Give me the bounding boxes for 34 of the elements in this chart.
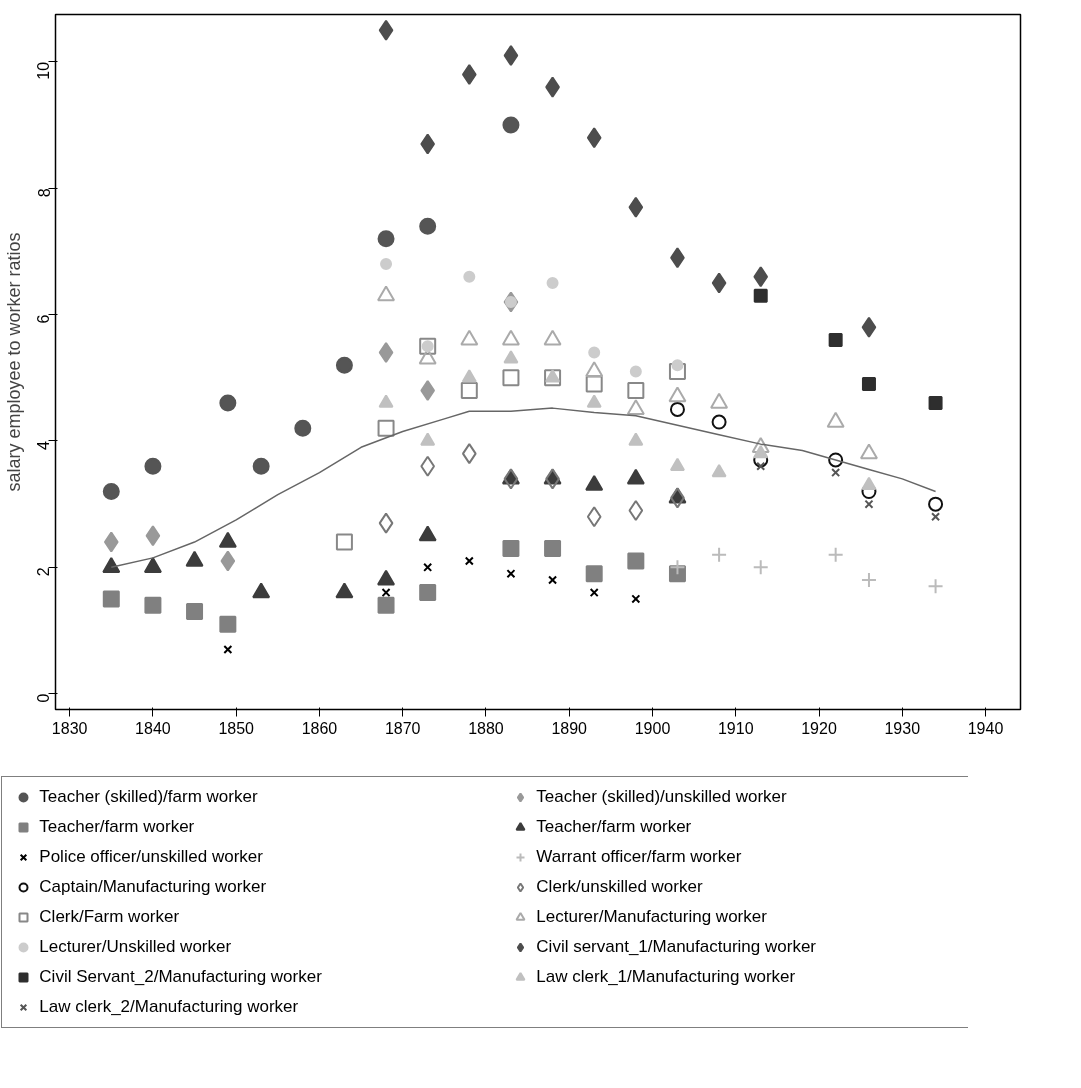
x-tick-label: 1930: [884, 719, 921, 737]
y-tick-label: 8: [35, 188, 53, 198]
y-tick-label: 10: [35, 61, 53, 80]
legend-label: Law clerk_2/Manufacturing worker: [39, 997, 300, 1017]
legend-label: Captain/Manufacturing worker: [39, 877, 268, 897]
y-tick-label: 2: [35, 567, 53, 577]
y-axis-title: salary employee to worker ratios: [3, 232, 24, 492]
x-tick-label: 1880: [468, 719, 504, 737]
x-tick-label: 1900: [634, 719, 671, 737]
x-tick-label: 1920: [801, 719, 837, 737]
y-tick-label: 4: [35, 440, 53, 450]
legend-label: Lecturer/Unskilled worker: [39, 937, 233, 957]
legend-label: Civil servant_1/Manufacturing worker: [536, 937, 817, 957]
legend-label: Warrant officer/farm worker: [536, 847, 743, 867]
legend-label: Civil Servant_2/Manufacturing worker: [39, 967, 323, 987]
x-tick-label: 1910: [717, 719, 754, 737]
x-tick-label: 1860: [301, 719, 338, 737]
legend-label: Lecturer/Manufacturing worker: [536, 907, 768, 927]
legend-label: Clerk/unskilled worker: [536, 877, 704, 897]
legend-label: Teacher (skilled)/unskilled worker: [536, 787, 788, 807]
legend-label: Law clerk_1/Manufacturing worker: [536, 967, 797, 987]
x-tick-label: 1870: [384, 719, 421, 737]
x-tick-label: 1890: [551, 719, 588, 737]
x-tick-label: 1940: [967, 719, 1004, 737]
legend-label: Clerk/Farm worker: [39, 907, 181, 927]
legend-label: Teacher/farm worker: [536, 817, 693, 837]
legend-label: Teacher/farm worker: [39, 817, 196, 837]
y-tick-label: 0: [35, 693, 53, 703]
legend-label: Police officer/unskilled worker: [39, 847, 264, 867]
x-tick-label: 1850: [218, 719, 255, 737]
legend-label: Teacher (skilled)/farm worker: [39, 787, 259, 807]
x-tick-label: 1830: [51, 719, 88, 737]
y-tick-label: 6: [35, 314, 53, 324]
x-tick-label: 1840: [135, 719, 171, 737]
